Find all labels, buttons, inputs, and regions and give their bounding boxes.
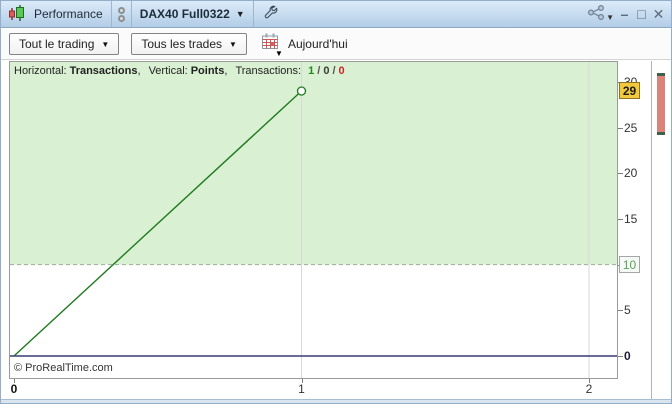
x-axis-tick — [301, 379, 303, 383]
current-value-badge: 29 — [619, 82, 640, 99]
transactions-win-count: 1 — [308, 65, 315, 77]
minimize-button[interactable]: – — [620, 6, 629, 22]
calendar-icon — [261, 33, 280, 55]
legend-slash: / — [317, 65, 321, 77]
chevron-down-icon: ▼ — [275, 49, 283, 58]
performance-line — [13, 90, 302, 357]
y-tick-label: 25 — [624, 120, 638, 135]
trade-filter-label: Tous les trades — [141, 37, 223, 51]
last-point-marker — [296, 86, 307, 96]
share-icon — [586, 4, 608, 24]
trading-scope-label: Tout le trading — [19, 37, 95, 51]
transactions-neutral-count: 0 — [323, 65, 330, 77]
calendar-button[interactable]: ▼ — [261, 33, 283, 58]
legend-separator: , — [137, 65, 141, 77]
threshold-value-badge: 10 — [619, 255, 640, 273]
y-axis-tick — [618, 127, 623, 129]
y-tick-label: 15 — [624, 211, 638, 226]
x-tick-label: 0 — [10, 382, 18, 396]
toolbar: Tout le trading ▼ Tous les trades ▼ — [1, 29, 671, 60]
close-button[interactable]: ✕ — [652, 6, 665, 22]
y-tick-label: 20 — [624, 166, 638, 181]
y-axis-tick — [618, 310, 623, 312]
chevron-down-icon: ▼ — [101, 39, 110, 49]
instrument-name: DAX40 Full0322 — [139, 7, 230, 21]
chevron-down-icon: ▼ — [235, 9, 245, 19]
link-ring-icon — [117, 14, 125, 22]
v-scrollbar — [651, 61, 671, 399]
link-ring-icon — [117, 6, 125, 14]
candlestick-chart-icon — [6, 4, 26, 25]
legend-slash: / — [332, 65, 336, 77]
maximize-button[interactable]: □ — [637, 6, 646, 22]
chart-legend: Horizontal: Transactions, Vertical: Points… — [14, 65, 345, 77]
legend-separator: , — [224, 65, 228, 77]
y-axis-tick — [618, 173, 623, 175]
window-bottom-edge — [1, 399, 671, 403]
share-button[interactable]: ▼ — [586, 4, 614, 24]
legend-vertical-label: Vertical: — [148, 65, 188, 77]
x-tick-label: 2 — [585, 382, 593, 396]
x-axis-tick — [14, 379, 15, 383]
transactions-loss-count: 0 — [338, 65, 345, 77]
legend-horizontal-value: Transactions — [69, 65, 138, 77]
y-tick-label: 5 — [624, 303, 631, 318]
title-segment: Performance — [1, 1, 112, 27]
legend-transactions-label: Transactions: — [235, 65, 302, 77]
window-title: Performance — [34, 7, 103, 21]
y-tick-label: 0 — [624, 349, 631, 363]
trading-scope-dropdown[interactable]: Tout le trading ▼ — [9, 33, 120, 55]
scrollbar-thumb[interactable] — [657, 73, 665, 135]
x-tick-label: 1 — [298, 382, 305, 396]
copyright-label: © ProRealTime.com — [14, 362, 113, 374]
legend-vertical-value: Points — [190, 65, 225, 77]
trade-filter-dropdown[interactable]: Tous les trades ▼ — [131, 33, 247, 55]
profit-zone — [10, 62, 617, 265]
legend-horizontal-label: Horizontal: — [14, 65, 67, 77]
x-axis-tick — [589, 379, 590, 383]
wrench-icon — [263, 5, 278, 23]
title-bar: Performance DAX40 Full0322 ▼ — [1, 1, 671, 28]
settings-wrench-button[interactable] — [252, 1, 287, 27]
y-axis-tick — [618, 218, 623, 220]
chevron-down-icon: ▼ — [229, 39, 237, 49]
y-axis-tick — [618, 356, 623, 357]
chevron-down-icon: ▼ — [606, 13, 614, 22]
date-range-label: Aujourd'hui — [287, 37, 348, 51]
performance-plot[interactable]: Horizontal: Transactions, Vertical: Points… — [9, 61, 618, 379]
link-windows-button[interactable] — [112, 1, 132, 27]
window-controls: ▼ – □ ✕ — [586, 1, 671, 27]
instrument-selector[interactable]: DAX40 Full0322 ▼ — [132, 1, 253, 27]
